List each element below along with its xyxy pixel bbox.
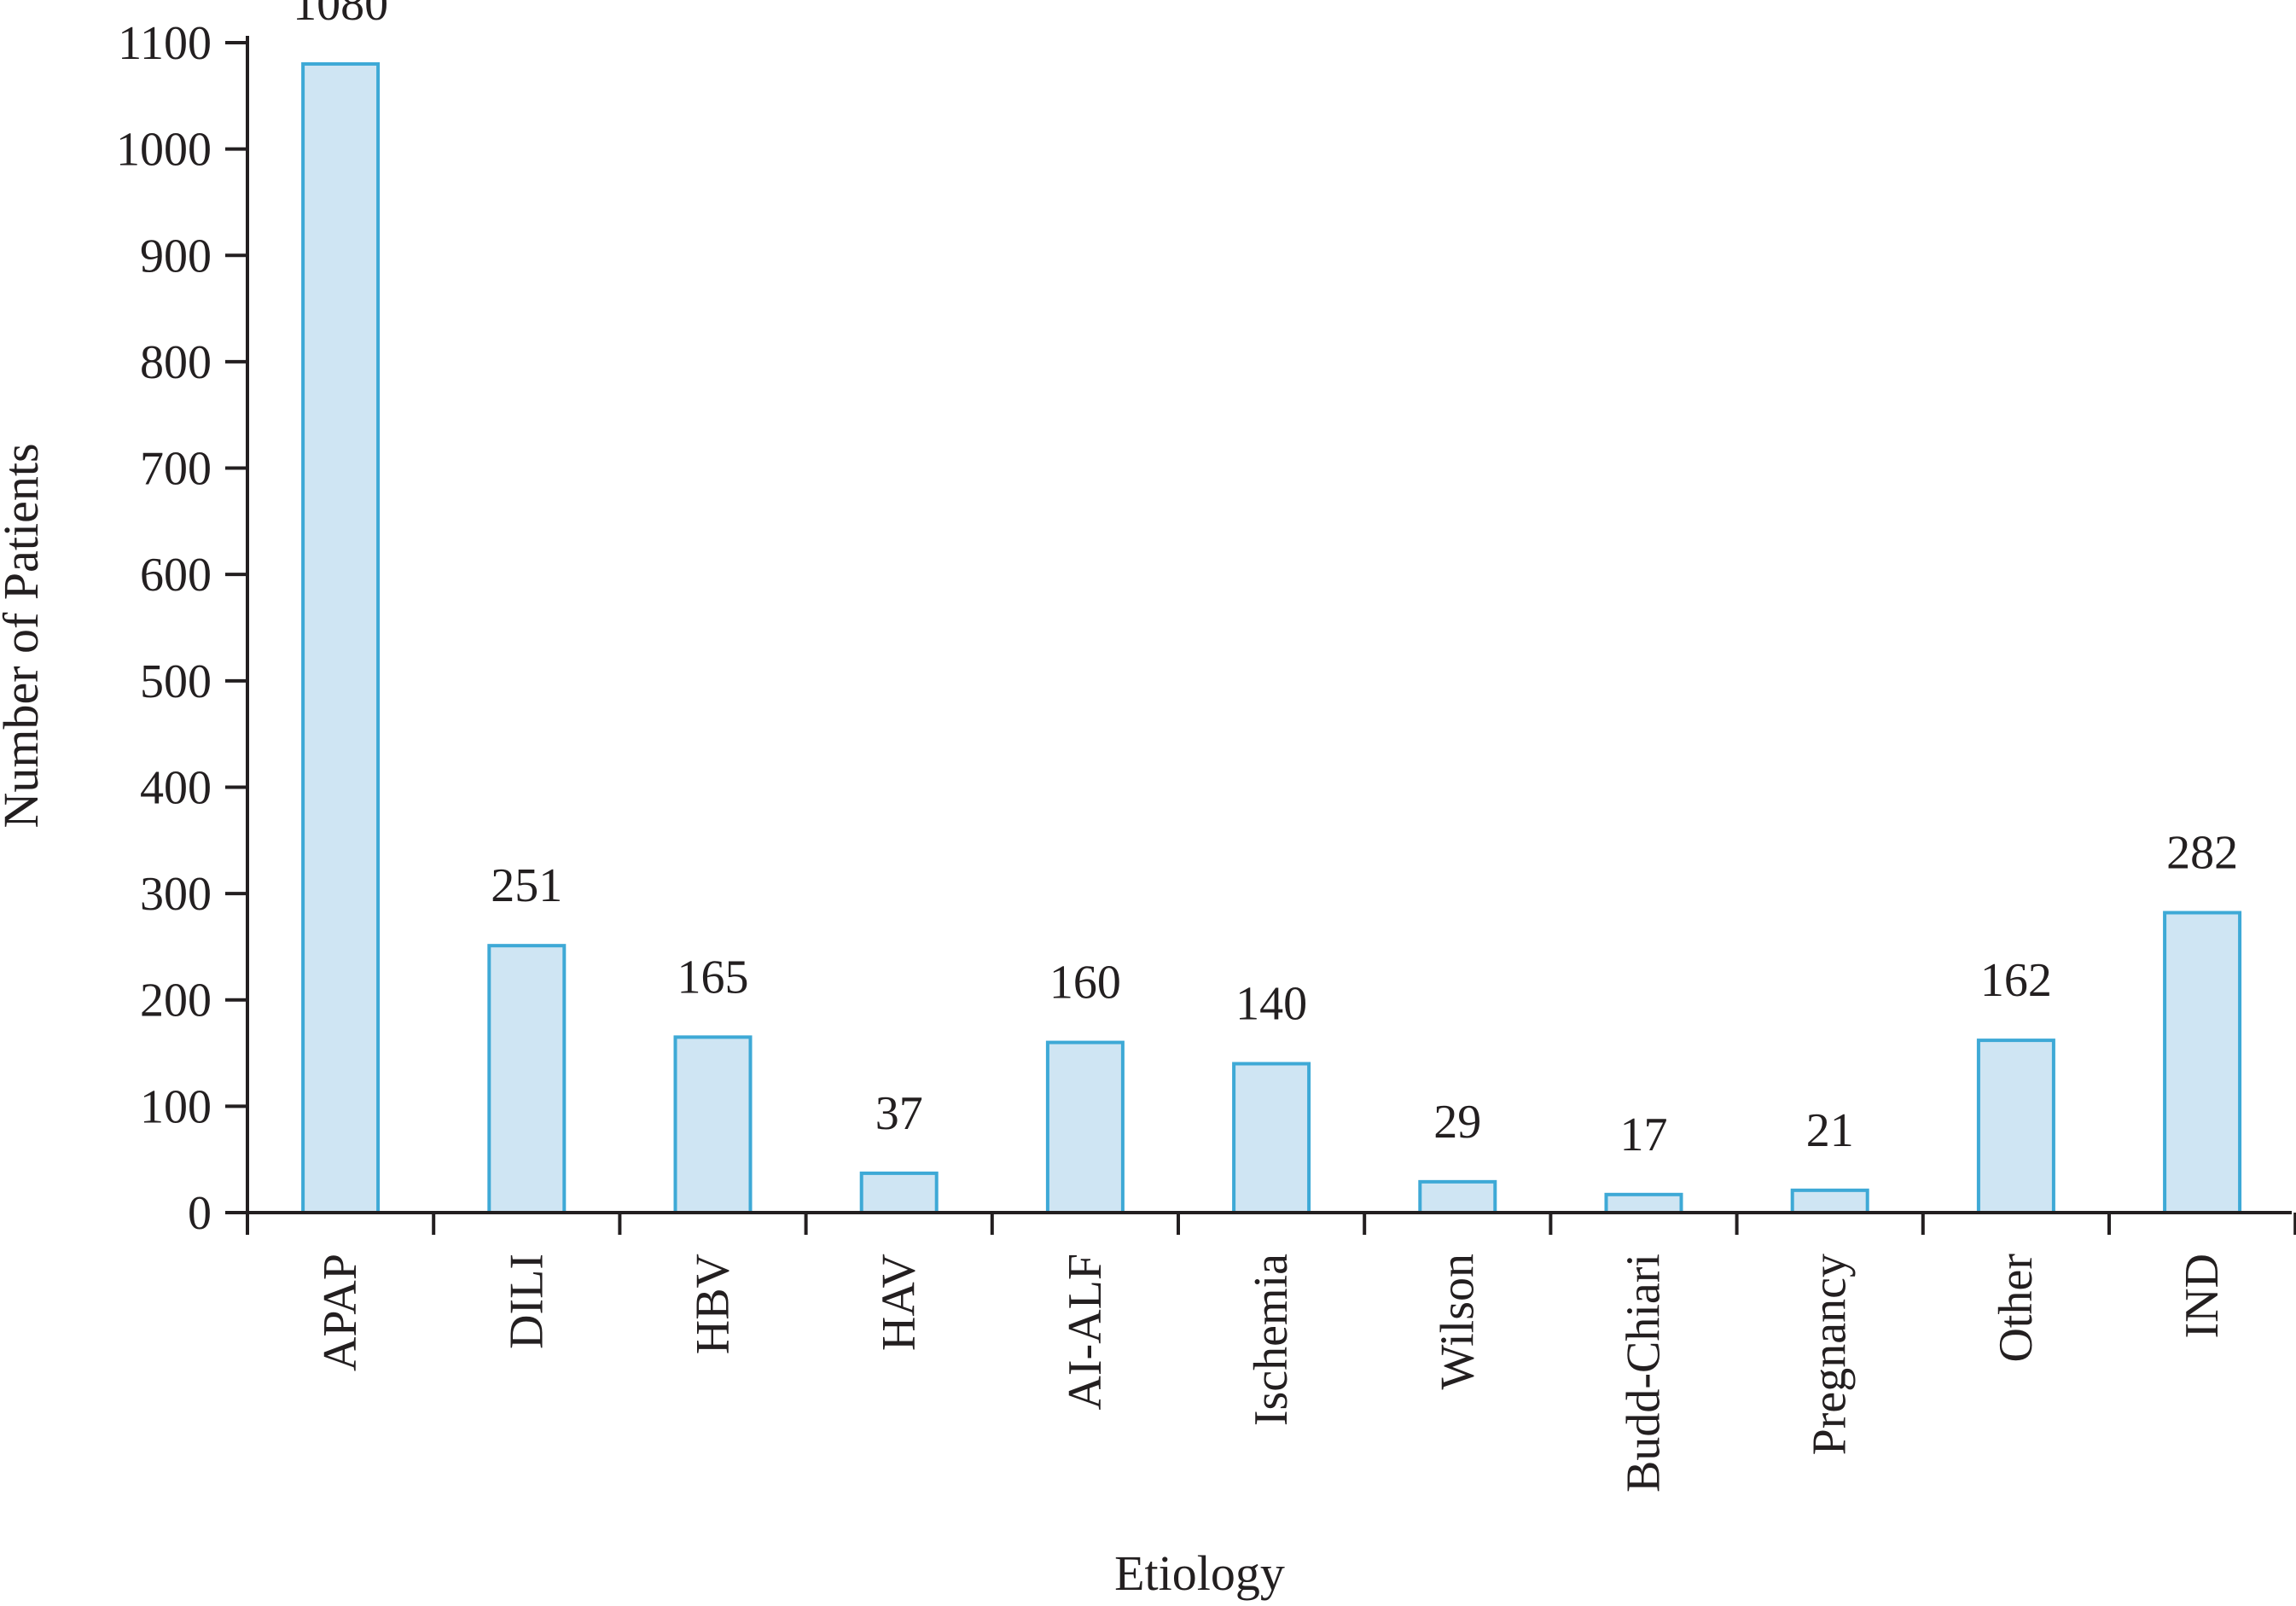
data-label: 21: [1806, 1104, 1854, 1157]
data-label: 282: [2166, 827, 2238, 880]
x-category-label: Other: [1990, 1254, 2043, 1363]
data-label: 37: [875, 1087, 923, 1140]
y-tick-label: 1000: [116, 124, 212, 177]
y-tick-label: 1100: [118, 17, 212, 70]
y-tick-label: 200: [140, 975, 212, 1027]
data-label: 251: [491, 859, 562, 912]
bar-pregnancy: [1790, 1188, 1869, 1215]
y-tick-label: 800: [140, 336, 212, 389]
x-category-label: Budd-Chiari: [1618, 1254, 1671, 1493]
y-tick-label: 300: [140, 868, 212, 921]
y-tick-label: 500: [140, 655, 212, 708]
bar-other: [1976, 1039, 2055, 1215]
data-label: 29: [1433, 1096, 1481, 1149]
data-label: 160: [1049, 957, 1121, 1010]
x-category-label: AI-ALF: [1059, 1254, 1112, 1411]
bar-wilson: [1418, 1179, 1497, 1215]
y-axis-title: Number of Patients: [0, 443, 49, 828]
x-axis-title: Etiology: [1114, 1545, 1285, 1601]
x-category-label: IND: [2176, 1254, 2229, 1339]
x-category-label: Ischemia: [1245, 1254, 1298, 1426]
x-axis-ticks: [246, 1213, 2296, 1235]
bar-hbv: [673, 1035, 753, 1214]
x-axis-category-labels: APAP DILI HBV HAV AI-ALF Ischemia Wilson Budd-C…: [314, 1254, 2229, 1493]
bar-ai-alf: [1045, 1040, 1125, 1214]
data-label: 165: [677, 951, 749, 1004]
bar-dili: [487, 944, 567, 1214]
y-axis-ticks: 0 100 200 300 400 500 600 700 800 900 1000 1100: [116, 17, 247, 1240]
y-tick-label: 0: [188, 1187, 212, 1240]
y-tick-label: 100: [140, 1080, 212, 1133]
bar-budd-chiari: [1604, 1192, 1683, 1214]
y-tick-label: 400: [140, 761, 212, 814]
y-tick-label: 700: [140, 443, 212, 496]
x-category-label: DILI: [500, 1254, 553, 1349]
data-label: 140: [1235, 978, 1307, 1031]
data-label: 17: [1620, 1108, 1668, 1161]
data-label: 1080: [293, 0, 388, 31]
bar-ischemia: [1232, 1062, 1311, 1214]
data-labels: 1080 251 165 37 160 140 29 17 21 162 282: [293, 0, 2238, 1161]
x-category-label: APAP: [314, 1254, 367, 1371]
x-category-label: Wilson: [1431, 1254, 1484, 1390]
y-tick-label: 600: [140, 549, 212, 602]
bar-apap: [301, 61, 381, 1215]
y-tick-label: 900: [140, 230, 212, 282]
bar-hav: [859, 1171, 939, 1214]
bars: [301, 61, 2242, 1215]
data-label: 162: [1980, 954, 2052, 1007]
x-category-label: HBV: [687, 1254, 740, 1354]
x-category-label: Pregnancy: [1804, 1254, 1857, 1455]
x-category-label: HAV: [873, 1254, 926, 1351]
bar-ind: [2163, 911, 2242, 1215]
